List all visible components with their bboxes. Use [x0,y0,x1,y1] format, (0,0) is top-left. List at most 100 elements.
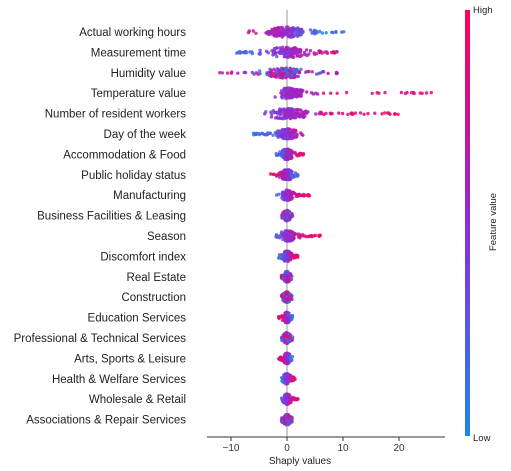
shap-point [292,28,296,32]
shap-point [266,32,270,36]
shap-point [279,72,283,77]
x-tick-label: 0 [284,443,290,454]
shap-point [288,89,292,93]
shap-point [286,296,291,300]
shap-point [282,335,286,340]
shap-point [301,133,305,137]
shap-point [283,274,287,278]
shap-point [307,234,311,239]
shap-point [313,31,317,35]
shap-point [276,116,281,120]
shap-point [278,236,282,240]
shap-point [380,112,384,116]
shap-point [409,91,414,95]
shap-point [292,396,296,400]
shap-point [288,214,292,218]
shap-point [290,55,295,59]
shap-point [277,33,281,37]
colorbar-group: High Low Feature value [465,5,499,444]
shap-point [287,49,291,53]
shap-point [284,374,288,378]
colorbar [465,10,470,436]
feature-label-arts-sports-leisure: Arts, Sports & Leisure [74,353,186,365]
shap-point [286,93,291,98]
shap-point [324,31,328,35]
shap-point [295,111,300,115]
shap-point [322,112,326,117]
feature-label-accommodation-food: Accommodation & Food [63,149,186,161]
shap-point [282,54,286,59]
shap-point [273,95,277,99]
shap-point [285,413,289,418]
shap-point [277,253,282,257]
shap-point [310,70,314,74]
shap-point [274,131,278,135]
shap-point [285,331,289,335]
shap-point [305,90,309,94]
shap-point [283,218,287,222]
shap-point [326,71,330,76]
shap-point [250,50,254,54]
shap-point [290,338,294,342]
shap-point [284,270,288,274]
feature-label-temperature-value: Temperature value [91,88,186,100]
shap-point [264,49,269,53]
feature-label-associations-repair-services: Associations & Repair Services [26,415,186,427]
shap-point [277,50,281,54]
shap-point [286,149,290,153]
shap-point [296,94,300,98]
colorbar-high-label: High [473,5,493,16]
shap-point [290,94,294,98]
shap-point [287,73,291,77]
shap-point [346,112,350,117]
feature-label-number-of-resident-workers: Number of resident workers [45,109,186,121]
shap-point [325,51,330,55]
shap-point [278,112,282,117]
shap-point [291,131,295,135]
colorbar-low-label: Low [473,433,491,444]
feature-label-professional-technical-services: Professional & Technical Services [14,333,187,345]
shap-point [393,112,397,116]
shap-point [335,91,339,96]
shap-point [286,196,290,201]
shap-point [291,377,295,381]
shap-point [320,31,325,35]
shap-point [308,49,313,53]
shap-point [314,112,318,116]
shap-point [362,112,366,117]
shap-point [263,133,267,137]
shap-point [317,71,321,76]
shap-point [289,193,293,198]
shap-point [285,341,289,345]
shap-point [220,71,225,75]
shap-point [242,70,246,75]
feature-label-construction: Construction [121,292,186,304]
shap-point [399,90,404,95]
shap-point [286,135,290,139]
shap-point [403,91,408,96]
shap-point [307,194,311,198]
shap-point [251,29,255,33]
shap-point [277,315,281,319]
shap-point [260,131,264,136]
shap-point [366,111,370,116]
shap-point [282,33,286,37]
shap-point [291,70,295,75]
shap-point [329,91,333,95]
shap-point [280,45,285,49]
shap-point [317,234,321,239]
shap-point [383,90,387,95]
shap-point [340,111,345,116]
shap-point [424,91,429,95]
shap-point [279,91,283,95]
shap-point [280,379,284,383]
shap-point [334,30,338,34]
shap-point [271,133,275,137]
shap-point [269,110,273,114]
shap-point [283,114,287,119]
shap-point [387,111,391,115]
shap-point [286,254,291,259]
shap-point [271,53,275,57]
x-tick-label: 20 [393,443,405,454]
shap-point [285,338,289,342]
